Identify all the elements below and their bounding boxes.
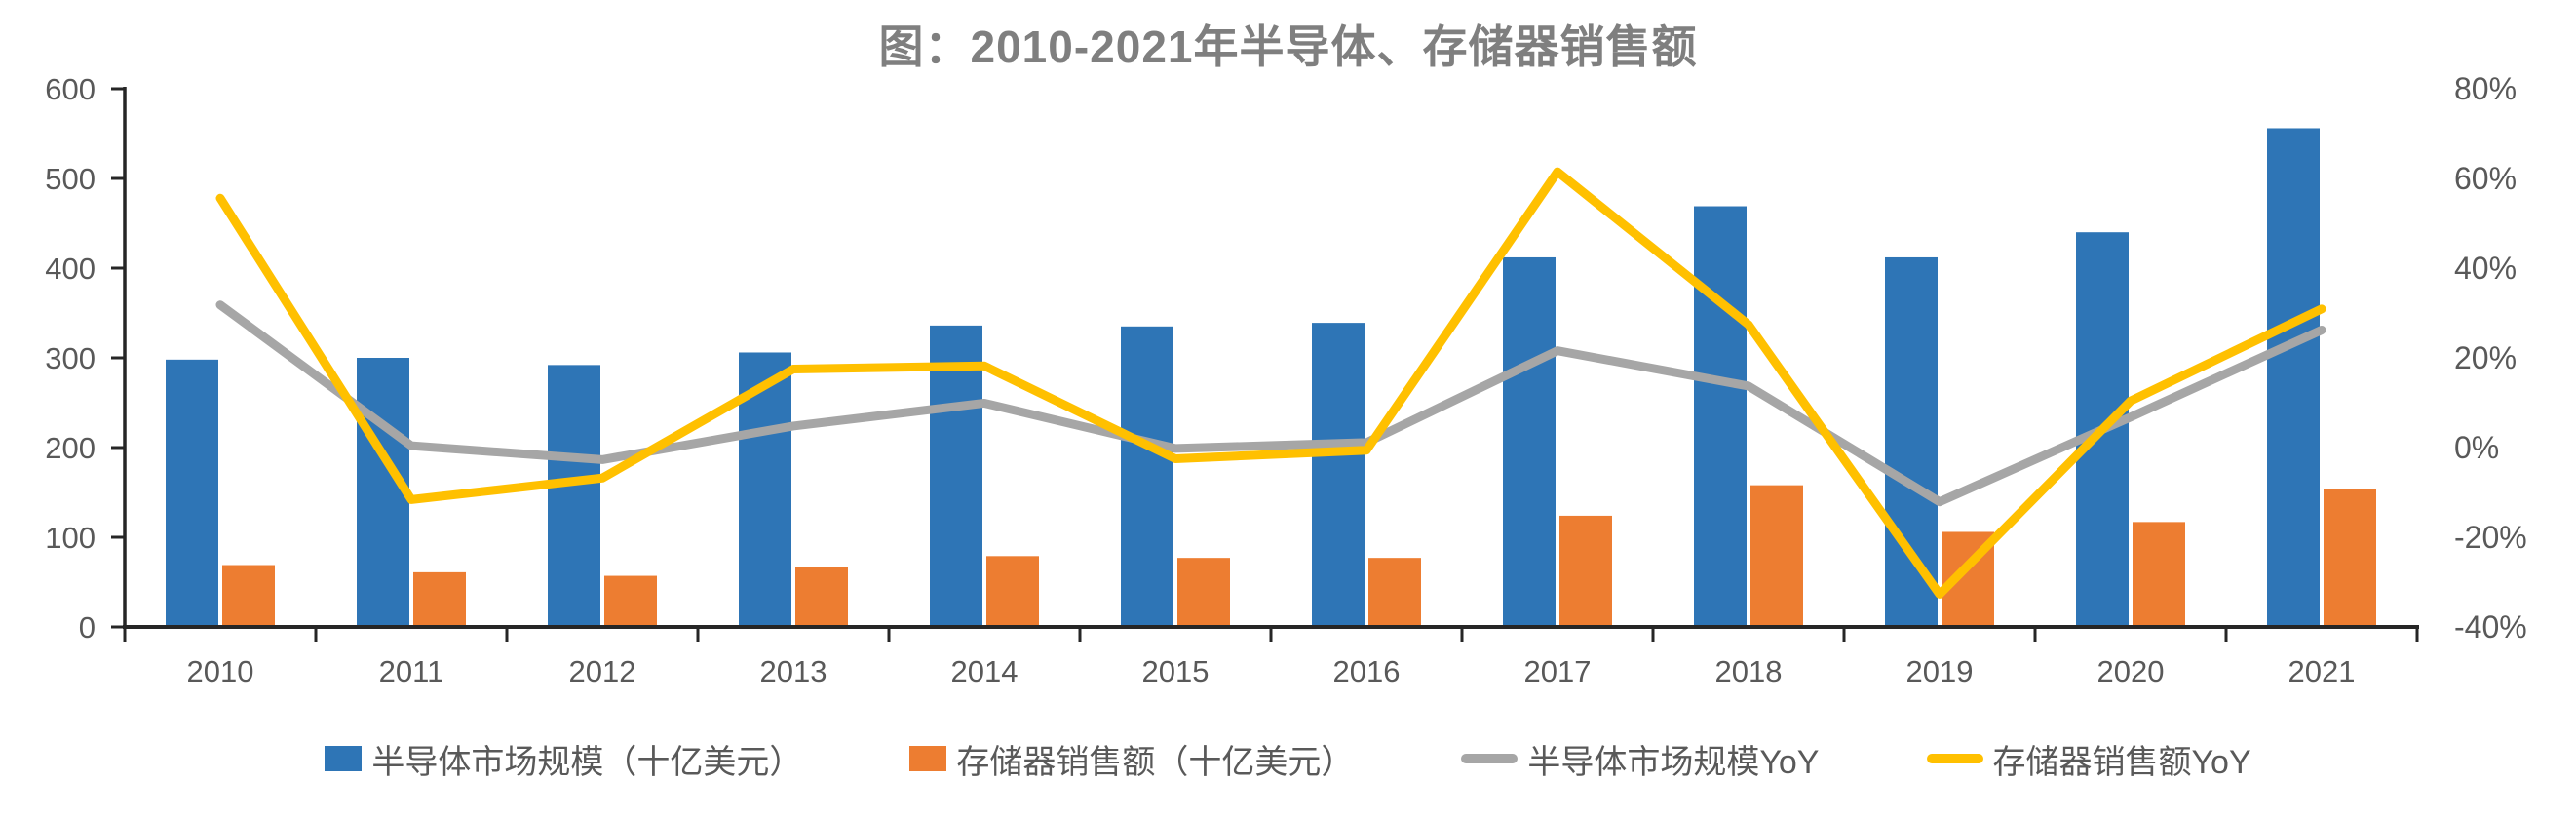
x-axis-category-label: 2020 — [2097, 654, 2165, 688]
semiconductor-sales-bar-2012 — [548, 365, 600, 627]
right-axis-tick-label: -20% — [2454, 520, 2527, 555]
semiconductor-sales-bar-2011 — [357, 358, 409, 627]
memory-sales-bar-2016 — [1368, 558, 1421, 627]
x-axis-category-label: 2014 — [951, 654, 1019, 688]
legend-item-memory-yoy: 存储器销售额YoY — [1926, 735, 2251, 783]
right-axis-tick-label: 20% — [2454, 340, 2517, 375]
legend-item-memory-sales: 存储器销售额（十亿美元） — [909, 735, 1354, 783]
legend-item-semiconductor-yoy: 半导体市场规模YoY — [1461, 735, 1820, 783]
memory-sales-bar-2014 — [986, 556, 1039, 627]
right-axis-tick-label: 60% — [2454, 161, 2517, 196]
legend-bar-swatch-memory-sales — [909, 746, 947, 771]
right-axis-tick-label: 0% — [2454, 430, 2499, 465]
x-axis-category-label: 2012 — [569, 654, 636, 688]
x-axis-category-label: 2015 — [1142, 654, 1210, 688]
right-axis-tick-label: -40% — [2454, 609, 2527, 645]
x-axis-category-label: 2016 — [1333, 654, 1401, 688]
memory-yoy-line — [215, 167, 2326, 599]
memory-sales-bar-2020 — [2133, 522, 2185, 627]
left-axis-tick-label: 600 — [45, 72, 96, 106]
left-axis-tick-label: 300 — [45, 341, 96, 375]
x-axis-category-label: 2013 — [760, 654, 827, 688]
left-axis-tick-label: 500 — [45, 162, 96, 196]
legend-line-swatch-memory-yoy — [1926, 754, 1983, 763]
semiconductor-sales-bar-2010 — [166, 359, 218, 627]
semiconductor-sales-bar-2021 — [2267, 128, 2320, 628]
semiconductor-sales-bar-2019 — [1885, 256, 1938, 627]
right-axis-tick-label: 80% — [2454, 71, 2517, 106]
legend-label-semiconductor-yoy: 半导体市场规模YoY — [1527, 743, 1820, 781]
legend-label-memory-yoy: 存储器销售额YoY — [1992, 743, 2251, 781]
memory-sales-bar-2015 — [1177, 558, 1230, 627]
legend-item-semiconductor-sales: 半导体市场规模（十亿美元） — [325, 735, 802, 783]
legend-label-semiconductor-sales: 半导体市场规模（十亿美元） — [371, 743, 803, 781]
chart-legend: 半导体市场规模（十亿美元） 存储器销售额（十亿美元） 半导体市场规模YoY 存储器销售… — [0, 729, 2576, 788]
left-axis-tick-label: 100 — [45, 521, 96, 555]
legend-label-memory-sales: 存储器销售额（十亿美元） — [956, 743, 1355, 781]
memory-sales-bar-2013 — [795, 567, 848, 627]
left-axis-tick-label: 400 — [45, 252, 96, 286]
semiconductor-sales-bar-2017 — [1503, 256, 1556, 627]
memory-sales-bar-2011 — [413, 571, 466, 627]
legend-line-swatch-semiconductor-yoy — [1461, 754, 1519, 763]
memory-sales-bar-2018 — [1750, 485, 1803, 627]
right-axis-tick-label: 40% — [2454, 251, 2517, 286]
x-axis-category-label: 2018 — [1715, 654, 1783, 688]
x-axis-category-label: 2017 — [1524, 654, 1592, 688]
chart-title: 图：2010-2021年半导体、存储器销售额 — [878, 21, 1698, 72]
left-axis-tick-label: 0 — [79, 610, 96, 645]
memory-sales-bar-2012 — [604, 575, 657, 627]
left-axis-tick-label: 200 — [45, 431, 96, 465]
semiconductor-sales-bar-2016 — [1312, 323, 1365, 627]
memory-sales-bar-2010 — [222, 565, 275, 627]
semiconductor-sales-bar-2014 — [930, 325, 982, 627]
semiconductor-sales-bar-2015 — [1121, 326, 1173, 627]
x-axis-category-label: 2019 — [1906, 654, 1974, 688]
memory-sales-bar-2017 — [1559, 515, 1612, 627]
x-axis-category-label: 2021 — [2288, 654, 2356, 688]
semiconductor-yoy-line — [215, 300, 2326, 507]
x-axis-category-label: 2010 — [187, 654, 254, 688]
memory-sales-bar-2021 — [2324, 489, 2376, 627]
x-axis-category-label: 2011 — [379, 654, 444, 688]
semiconductor-sales-bar-2018 — [1694, 206, 1747, 627]
legend-bar-swatch-semiconductor-sales — [325, 746, 363, 771]
